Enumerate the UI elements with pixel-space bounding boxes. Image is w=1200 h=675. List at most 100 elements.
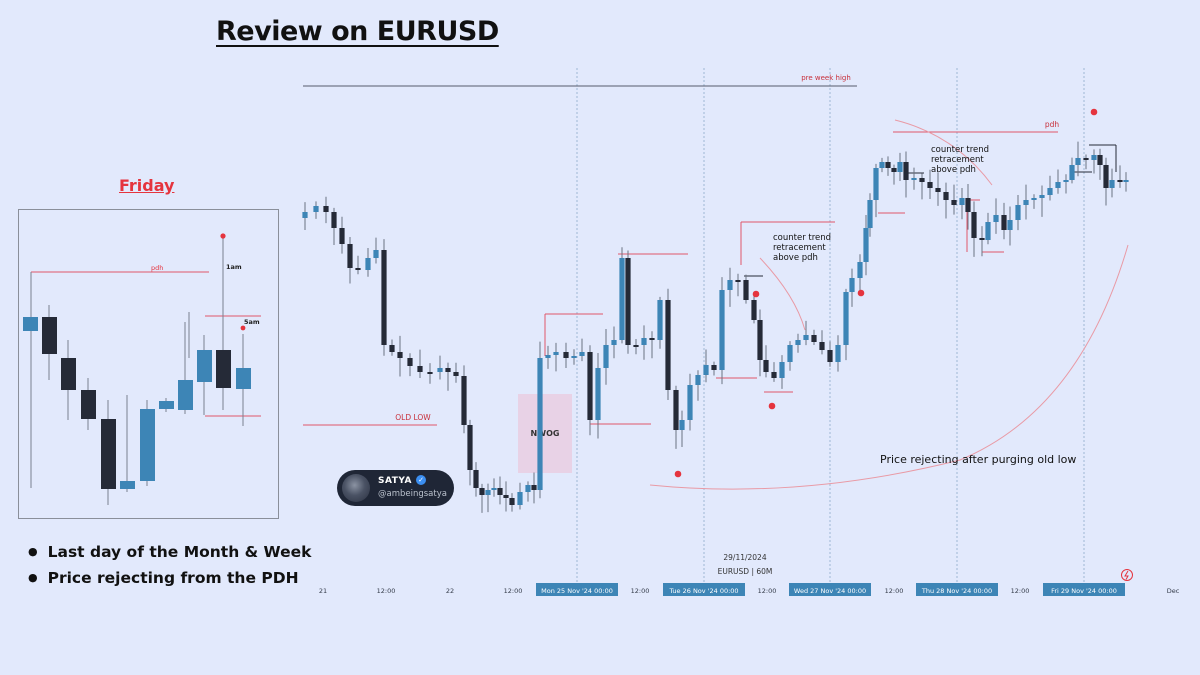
page-title: Review on EURUSD (216, 16, 499, 47)
candle-bear (951, 200, 957, 205)
inset-heading: Friday (119, 176, 175, 195)
inset-rejection-dot (220, 233, 226, 239)
candle-bear (665, 300, 671, 390)
x-tick-label: Thu 28 Nov '24 00:00 (921, 587, 992, 595)
candle-bull (1031, 198, 1037, 200)
candle-bear (711, 365, 717, 370)
inset-chart-svg: pdh (23, 233, 261, 505)
candle-bull (985, 222, 991, 240)
x-tick-highlight (663, 583, 745, 596)
candle-bear (531, 485, 537, 490)
candle-bear (771, 372, 777, 378)
author-name: SATYA (378, 476, 413, 486)
x-tick-label: 12:00 (377, 587, 396, 595)
inset-candle-bear (42, 317, 57, 354)
annotation-line: above pdh (931, 165, 976, 175)
note-item: Last day of the Month & Week (28, 540, 312, 566)
x-tick-label: 22 (446, 587, 454, 595)
x-tick-label: 12:00 (758, 587, 777, 595)
candle-bear (467, 425, 473, 470)
pdh-label: pdh (1045, 120, 1060, 129)
candle-bull (911, 178, 917, 180)
candle-bull (703, 365, 709, 375)
candle-bear (927, 182, 933, 188)
candle-bull (687, 385, 693, 420)
candle-bull (849, 278, 855, 292)
candle-bear (903, 162, 909, 180)
inset-candle-bull (178, 380, 193, 410)
candle-bear (971, 212, 977, 238)
session-separators (576, 68, 1085, 585)
candle-bull (803, 335, 809, 340)
candle-bear (633, 345, 639, 347)
candle-bear (407, 358, 413, 366)
candle-bull (437, 368, 443, 372)
candle-bear (347, 244, 353, 268)
candle-bear (935, 188, 941, 192)
candle-bull (553, 352, 559, 355)
x-axis: 21 12:00 22 12:00 Mon 25 Nov '24 00:00 12:00 T… (319, 583, 1180, 596)
candle-bull (595, 368, 601, 420)
inset-rejection-dot (240, 325, 246, 331)
candle-bull (795, 340, 801, 345)
candle-bull (537, 358, 543, 490)
candle-bull (611, 340, 617, 345)
candle-bear (819, 342, 825, 350)
candle-bull (525, 485, 531, 492)
rejection-dot (768, 402, 776, 410)
author-badge[interactable]: SATYA ✓ @ambeingsatya (337, 470, 454, 506)
x-tick-highlight (789, 583, 871, 596)
candle-bull (1007, 220, 1013, 230)
rejection-dots (674, 108, 1098, 478)
annotation-line: counter trend (931, 145, 989, 155)
candle-bull (365, 258, 371, 270)
candle-bear (1117, 180, 1123, 182)
candle-bull (843, 292, 849, 345)
candle-bear (979, 238, 985, 240)
inset-pdh-label: pdh (151, 264, 163, 272)
candle-bear (339, 228, 345, 244)
pre-week-high-label: pre week high (801, 74, 851, 82)
inset-candle-bull (23, 317, 38, 331)
lightning-icon[interactable] (1121, 569, 1133, 581)
candle-bear (587, 352, 593, 420)
candle-bull (491, 488, 497, 490)
candle-bull (857, 262, 863, 278)
candles (302, 141, 1129, 513)
inset-candle-bull (120, 481, 135, 489)
candle-bull (485, 490, 491, 495)
candle-bull (867, 200, 873, 228)
candle-bear (453, 372, 459, 376)
candle-bear (1097, 155, 1103, 165)
candle-bear (757, 320, 763, 360)
candle-bull (695, 375, 701, 385)
inset-label-1am: 1am (226, 263, 242, 271)
candle-bear (503, 495, 509, 498)
candle-bear (649, 338, 655, 340)
rejection-arc (759, 257, 806, 331)
candle-bull (993, 215, 999, 222)
candle-bull (719, 290, 725, 370)
inset-candle-bear (81, 390, 96, 419)
candle-bear (763, 360, 769, 372)
rejection-dot (752, 290, 760, 298)
rejection-arc (894, 119, 993, 186)
candle-bull (1055, 182, 1061, 188)
candle-bear (943, 192, 949, 200)
price-rejecting-note: Price rejecting after purging old low (880, 453, 1076, 466)
x-tick-label: Mon 25 Nov '24 00:00 (541, 587, 613, 595)
candle-bull (1063, 180, 1069, 182)
inset-chart: pdh (18, 209, 279, 519)
inset-candle-bear (101, 419, 116, 489)
x-tick-label: 12:00 (885, 587, 904, 595)
purge-arc (649, 244, 1129, 490)
x-tick-highlight (916, 583, 998, 596)
candle-bear (479, 488, 485, 495)
candle-bear (381, 250, 387, 345)
candle-bear (885, 162, 891, 168)
candle-bear (473, 470, 479, 488)
candle-bear (445, 368, 451, 372)
level-markers (544, 199, 1004, 425)
candle-bear (735, 280, 741, 282)
candle-bear (891, 168, 897, 172)
